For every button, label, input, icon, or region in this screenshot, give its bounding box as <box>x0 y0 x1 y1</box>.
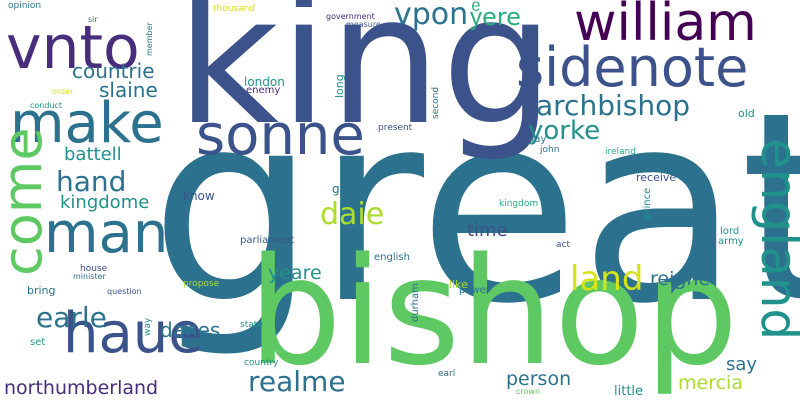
word-bring: bring <box>27 284 56 297</box>
word-reigne: reigne <box>650 268 711 290</box>
word-hand: hand <box>56 165 127 198</box>
word-propose: propose <box>183 279 220 289</box>
word-like: like <box>449 278 468 291</box>
word-parliament: parliament <box>240 235 295 246</box>
word-government: government <box>326 12 375 21</box>
word-person: person <box>506 368 572 390</box>
word-danes: danes <box>160 318 221 342</box>
word-conduct: conduct <box>30 101 63 110</box>
word-durham: durham <box>410 283 421 322</box>
word-john: john <box>540 145 560 155</box>
word-yere: yͤere <box>470 3 521 31</box>
word-member: member <box>145 22 154 56</box>
word-minister: minister <box>73 272 106 281</box>
word-slaine: slaine <box>99 78 158 102</box>
word-earle: earle <box>36 301 107 334</box>
word-man: man <box>44 201 169 266</box>
word-make: make <box>10 91 164 156</box>
word-second: second <box>431 86 441 119</box>
word-ireland: ireland <box>605 147 636 157</box>
word-order: order <box>52 87 74 96</box>
word-know: know <box>183 189 215 203</box>
word-time: time <box>467 220 508 241</box>
word-haue: haue <box>63 301 203 366</box>
word-sidenote: sidenote <box>516 36 749 99</box>
word-day: day <box>528 134 547 145</box>
word-prince: prince <box>642 187 653 219</box>
word-sonne: sonne <box>196 103 365 168</box>
word-old: old <box>738 107 755 120</box>
word-great: great <box>150 56 800 361</box>
word-battell: battell <box>64 144 122 165</box>
word-question: question <box>107 287 142 296</box>
word-yeare: yeare <box>268 262 322 284</box>
word-set: set <box>30 337 46 348</box>
word-enemy: enemy <box>246 85 281 96</box>
word-receive: receive <box>636 171 677 184</box>
word-vpon: vpon <box>394 0 469 32</box>
word-state: state <box>240 320 263 330</box>
word-mercia: mercia <box>678 372 743 394</box>
word-lord: lord <box>720 226 740 237</box>
word-london: london <box>244 75 285 89</box>
word-opinion: opinion <box>8 1 42 11</box>
word-present: present <box>378 123 413 133</box>
word-countrie: countrie <box>72 59 155 83</box>
word-good: good <box>332 182 362 196</box>
word-long: long <box>333 74 346 98</box>
word-archbishop: archbishop <box>536 89 690 122</box>
word-realme: realme <box>248 365 346 398</box>
word-sir: sir <box>88 15 98 24</box>
word-northumberland: northumberland <box>4 377 159 399</box>
word-crown: crown <box>516 387 541 396</box>
word-law: law <box>254 172 272 183</box>
word-land: land <box>570 259 644 299</box>
word-kingdom: kingdom <box>499 199 539 209</box>
word-kingdome: kingdome <box>60 192 150 213</box>
word-william: william <box>574 0 757 53</box>
word-vnto: vnto <box>6 13 140 83</box>
word-england: england <box>750 138 800 341</box>
word-little: little <box>614 384 644 399</box>
word-house: house <box>80 264 108 274</box>
word-come: come <box>0 127 54 276</box>
word-country: country <box>244 358 279 368</box>
word-daie: daie <box>320 197 385 232</box>
word-act: act <box>556 240 570 250</box>
word-measure: measure <box>346 20 381 29</box>
word-army: army <box>718 236 744 247</box>
word-earl: earl <box>438 369 456 379</box>
word-say: say <box>726 354 758 375</box>
word-way: way <box>143 317 153 336</box>
word-bishop: bishop <box>248 226 739 398</box>
word-yorke: yorke <box>528 116 601 146</box>
word-english: english <box>374 252 410 263</box>
word-power: power <box>459 285 490 296</box>
word-king: king <box>176 0 555 164</box>
word-thousand: thousand <box>213 4 256 14</box>
